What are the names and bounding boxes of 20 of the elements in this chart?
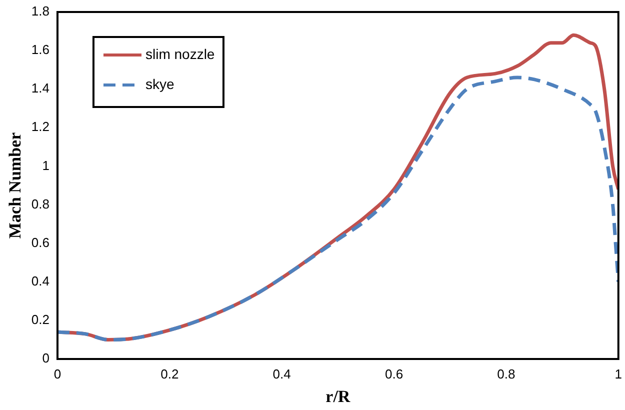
x-tick-label: 1 — [614, 366, 622, 382]
y-tick-label: 0.6 — [31, 234, 50, 250]
y-tick-label: 0.2 — [31, 312, 50, 328]
x-tick-label: 0.4 — [272, 366, 291, 382]
y-tick-label: 0.8 — [31, 196, 50, 212]
legend-label: skye — [145, 76, 174, 92]
x-tick-label: 0.2 — [160, 366, 179, 382]
x-axis-title: r/R — [326, 387, 351, 406]
x-tick-label: 0.8 — [497, 366, 516, 382]
y-tick-label: 0 — [42, 350, 50, 366]
x-tick-label: 0.6 — [384, 366, 404, 382]
y-tick-label: 1.2 — [31, 119, 50, 134]
y-tick-label: 1.6 — [31, 42, 50, 58]
y-tick-label: 0.4 — [31, 273, 50, 288]
x-tick-label: 0 — [54, 366, 62, 382]
y-tick-label: 1.8 — [31, 4, 50, 19]
y-tick-label: 1 — [42, 158, 50, 173]
y-tick-label: 1.4 — [31, 80, 50, 96]
legend-label: slim nozzle — [145, 46, 215, 62]
y-axis-title: Mach Number — [6, 132, 25, 239]
